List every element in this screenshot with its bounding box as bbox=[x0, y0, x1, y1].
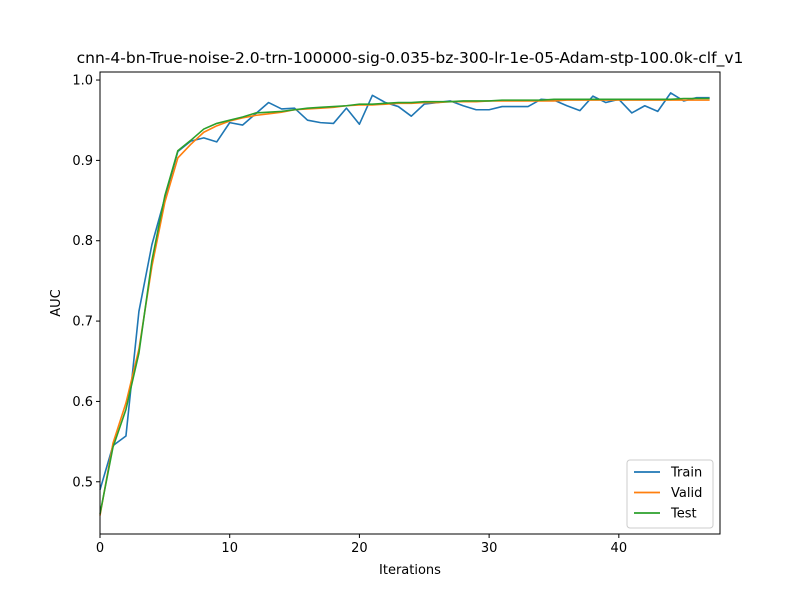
y-axis-ticks: 0.5 0.6 0.7 0.8 0.9 1.0 bbox=[72, 74, 100, 490]
y-tick-label: 0.6 bbox=[72, 395, 93, 410]
x-axis-ticks: 0 10 20 30 40 bbox=[96, 534, 627, 556]
x-tick-label: 10 bbox=[221, 541, 238, 556]
x-tick-label: 20 bbox=[351, 541, 368, 556]
plot-lines bbox=[99, 92, 710, 516]
legend: Train Valid Test bbox=[626, 459, 714, 529]
chart-title: cnn-4-bn-True-noise-2.0-trn-100000-sig-0… bbox=[77, 49, 744, 68]
x-tick-label: 40 bbox=[611, 541, 628, 556]
legend-label-test: Test bbox=[670, 507, 697, 522]
legend-box bbox=[626, 459, 714, 529]
y-tick-label: 0.8 bbox=[72, 234, 93, 249]
y-tick-label: 0.5 bbox=[72, 475, 93, 490]
x-tick-label: 30 bbox=[481, 541, 498, 556]
plot-frame bbox=[99, 71, 721, 535]
legend-label-valid: Valid bbox=[671, 486, 702, 501]
x-tick-label: 0 bbox=[96, 541, 104, 556]
y-tick-label: 0.7 bbox=[72, 315, 93, 330]
legend-label-train: Train bbox=[670, 466, 702, 481]
y-axis-label: AUC bbox=[49, 289, 64, 317]
y-tick-label: 1.0 bbox=[72, 74, 93, 89]
series-line-test bbox=[99, 97, 710, 515]
series-line-train bbox=[99, 92, 710, 491]
x-axis-label: Iterations bbox=[379, 563, 441, 578]
y-tick-label: 0.9 bbox=[72, 154, 93, 169]
